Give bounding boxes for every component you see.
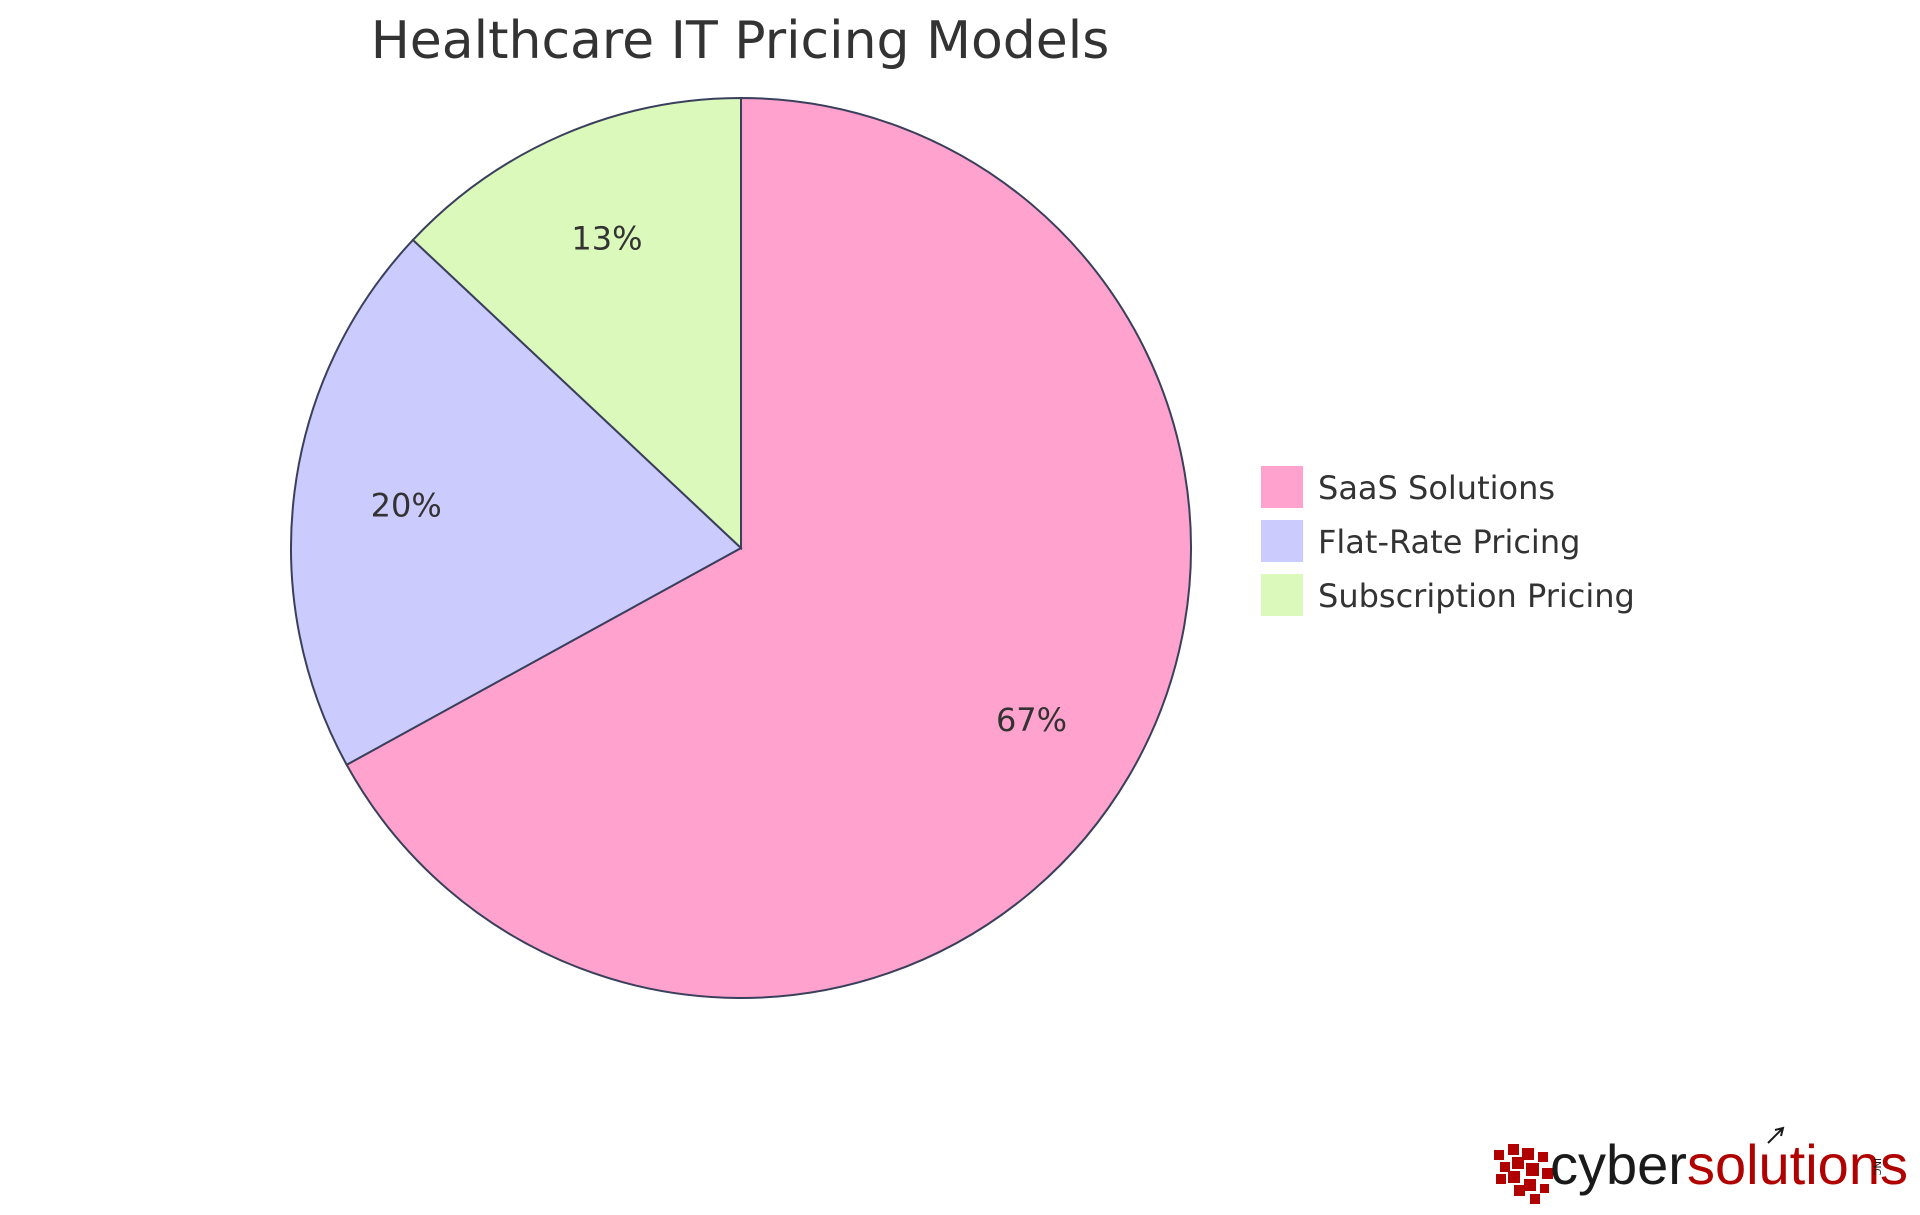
legend-label-saas: SaaS Solutions (1318, 469, 1555, 507)
cybersolutions-logo: cybersolutions INC (1494, 1126, 1908, 1204)
pie-slice-label-saas-solutions: 67% (996, 701, 1067, 739)
legend-label-flat-rate: Flat-Rate Pricing (1318, 523, 1580, 561)
logo-suffix: INC (1871, 1158, 1882, 1175)
logo-arrow-icon (1767, 1126, 1785, 1144)
legend-item-saas: SaaS Solutions (1259, 464, 1555, 510)
pie-slice-saas-solutions (345, 96, 1192, 999)
chart-title: Healthcare IT Pricing Models (371, 11, 1110, 71)
logo-mark-icon (1494, 1144, 1553, 1204)
legend-swatch-flat-rate (1259, 518, 1305, 564)
logo-brand-part2: solutions (1687, 1133, 1908, 1196)
pie-slices (290, 96, 1192, 999)
pie-slice-labels: 67% 20% 13% (371, 219, 1067, 739)
legend-label-subscription: Subscription Pricing (1318, 577, 1635, 615)
pie-slice-label-flat-rate-pricing: 20% (371, 487, 442, 525)
legend-swatch-subscription (1259, 572, 1305, 618)
pie-slice-label-subscription-pricing: 13% (571, 219, 642, 257)
legend: SaaS Solutions Flat-Rate Pricing Subscri… (1259, 464, 1635, 618)
pie-slice-flat-rate-pricing (290, 238, 743, 767)
legend-item-subscription: Subscription Pricing (1259, 572, 1635, 618)
logo-brand-part1: cyber (1550, 1133, 1687, 1196)
legend-item-flat-rate: Flat-Rate Pricing (1259, 518, 1580, 564)
pie-slice-subscription-pricing (411, 96, 742, 551)
logo-wordmark: cybersolutions (1550, 1133, 1908, 1196)
legend-swatch-saas (1259, 464, 1305, 510)
